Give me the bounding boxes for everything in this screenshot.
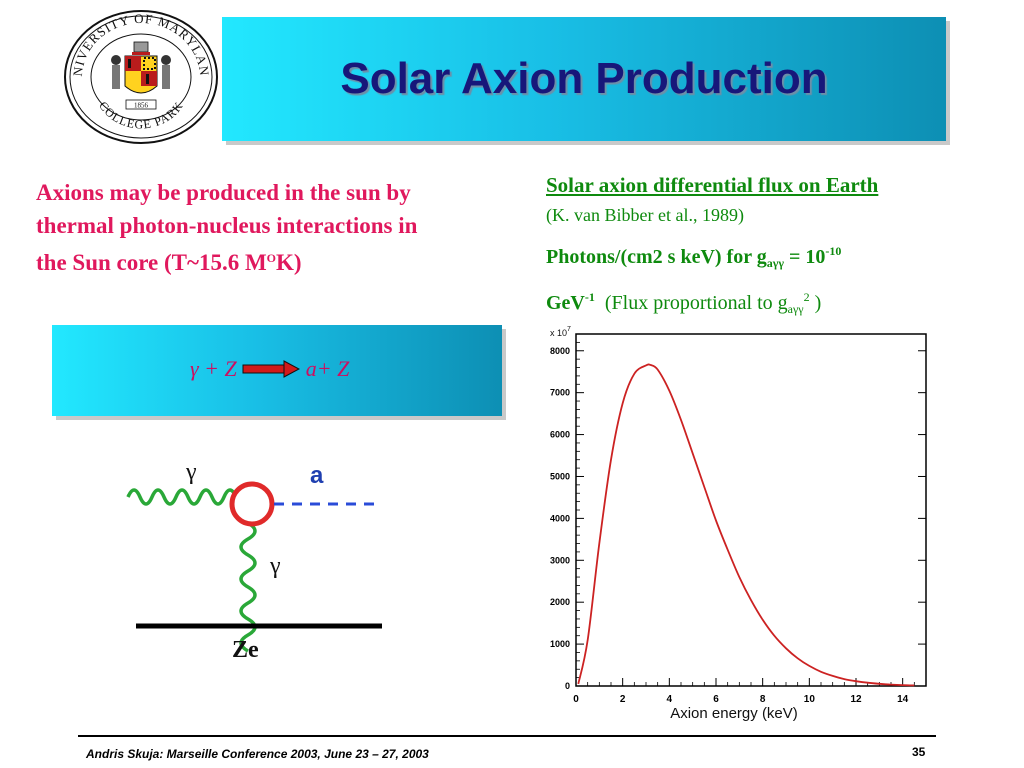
x-tick-label: 6 (713, 694, 719, 705)
x-tick-label: 8 (760, 694, 766, 705)
footer-divider (78, 735, 936, 737)
x-tick-label: 10 (804, 694, 816, 705)
x-tick-label: 2 (620, 694, 626, 705)
flux-units: Photons/(cm2 s keV) for gaγγ = 10-10 GeV… (546, 244, 842, 316)
nucleus-label: Ze (232, 637, 259, 663)
right-arrow-icon (242, 360, 301, 378)
feynman-diagram: γ γ a Ze (126, 459, 382, 663)
x-tick-label: 12 (850, 694, 862, 705)
university-seal-logo: UNIVERSITY OF MARYLAND COLLEGE PARK 1856 (62, 8, 218, 144)
y-tick-label: 7000 (550, 388, 570, 398)
y-tick-label: 8000 (550, 346, 570, 356)
intro-line-2: thermal photon-nucleus interactions in (36, 213, 418, 238)
intro-line-1: Axions may be produced in the sun by (36, 180, 411, 205)
axion-flux-chart: 0 1000 2000 3000 4000 5000 6000 7000 8000 0 2 4 6 8 10… (550, 326, 927, 722)
y-tick-label: 4000 (550, 513, 570, 523)
slide-title: Solar Axion Production (340, 54, 828, 103)
temperature-superscript: O (266, 251, 277, 265)
intro-line-3: the Sun core (T~15.6 MOK) (36, 250, 302, 275)
footer-credit: Andris Skuja: Marseille Conference 2003,… (86, 747, 429, 761)
reaction-equation: γ + Z a+ Z (190, 356, 349, 382)
y-tick-label: 1000 (550, 639, 570, 649)
plot-frame (575, 333, 927, 687)
x-tick-label: 0 (573, 694, 579, 705)
photon-label-side: γ (269, 553, 281, 579)
flux-heading: Solar axion differential flux on Earth (546, 173, 879, 197)
flux-reference: (K. van Bibber et al., 1989) (546, 205, 744, 225)
y-tick-label: 6000 (550, 430, 570, 440)
reaction-right: a+ Z (305, 356, 350, 381)
svg-text:1856: 1856 (134, 102, 149, 110)
title-banner: Solar Axion Production (222, 17, 946, 141)
slide-number: 35 (912, 745, 926, 759)
x-axis-label: Axion energy (keV) (670, 705, 798, 722)
y-tick-label: 5000 (550, 471, 570, 481)
y-tick-label: 3000 (550, 555, 570, 565)
intro-paragraph: Axions may be produced in the sun by the… (36, 176, 516, 279)
scale-factor-label: x 107 (550, 326, 571, 338)
interaction-vertex (229, 481, 275, 527)
x-tick-label: 14 (897, 694, 909, 705)
photon-line-vertical (239, 521, 257, 653)
flux-curve (577, 363, 915, 687)
x-tick-label: 4 (667, 694, 673, 705)
y-tick-label: 2000 (550, 597, 570, 607)
photon-label-top: γ (185, 459, 197, 485)
axion-label: a (310, 462, 324, 489)
reaction-left: γ + Z (190, 356, 237, 381)
y-tick-label: 0 (565, 681, 570, 691)
photon-line-top (126, 488, 243, 506)
